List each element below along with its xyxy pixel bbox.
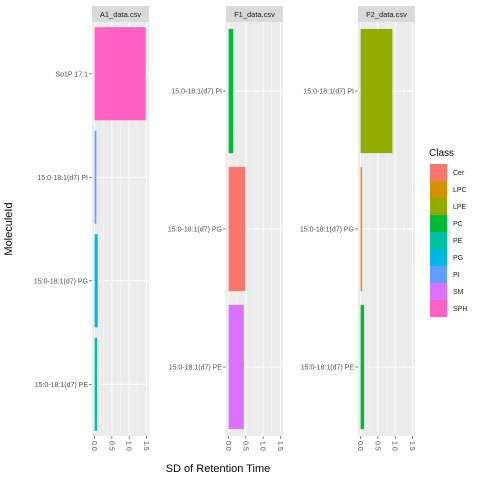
x-tick-label: 1.0 bbox=[391, 441, 398, 451]
legend-key-pi bbox=[430, 266, 447, 283]
facet-title: A1_data.csv bbox=[100, 10, 142, 19]
legend-label: Cer bbox=[453, 170, 465, 177]
bar bbox=[360, 166, 363, 292]
bar bbox=[94, 337, 98, 431]
y-tick-label: 15:0-18:1(d7) PI bbox=[303, 89, 354, 96]
bar bbox=[94, 27, 146, 121]
x-axis-title: SD of Retention Time bbox=[166, 463, 271, 475]
x-tick-label: 1.0 bbox=[125, 441, 132, 451]
bar bbox=[360, 28, 393, 154]
legend-label: LPE bbox=[453, 204, 467, 211]
legend-key-sph bbox=[430, 300, 447, 317]
y-tick-label: 15:0-18:1(d7) PE bbox=[35, 382, 89, 389]
y-axis-title: MoleculeId bbox=[3, 202, 15, 255]
legend-key-cer bbox=[430, 164, 447, 181]
legend-label: PG bbox=[453, 255, 463, 262]
legend-key-pg bbox=[430, 249, 447, 266]
x-tick-label: 1.0 bbox=[259, 441, 266, 451]
legend-key-lpc bbox=[430, 181, 447, 198]
y-tick-label: 15:0-18:1(d7) PG bbox=[34, 278, 88, 285]
legend-label: PI bbox=[453, 272, 460, 279]
x-tick-label: 0.0 bbox=[224, 441, 231, 451]
y-tick-label: 15:0-18:1(d7) PI bbox=[171, 89, 222, 96]
legend-key-sm bbox=[430, 283, 447, 300]
x-tick-label: 1.5 bbox=[276, 441, 283, 451]
x-tick-label: 1.5 bbox=[408, 441, 415, 451]
legend-label: SPH bbox=[453, 306, 467, 313]
facet-title: F2_data.csv bbox=[366, 10, 407, 19]
legend-label: LPC bbox=[453, 187, 467, 194]
facet-strip bbox=[358, 6, 415, 22]
x-tick-label: 1.5 bbox=[142, 441, 149, 451]
y-tick-label: 15:0-18:1(d7) PG bbox=[300, 227, 354, 234]
bar bbox=[94, 130, 97, 224]
facet-title: F1_data.csv bbox=[234, 10, 275, 19]
legend-label: SM bbox=[453, 289, 464, 296]
x-tick-label: 0.5 bbox=[107, 441, 114, 451]
x-tick-label: 0.0 bbox=[356, 441, 363, 451]
x-tick-label: 0.5 bbox=[373, 441, 380, 451]
x-tick-label: 0.0 bbox=[90, 441, 97, 451]
facet-strip bbox=[226, 6, 283, 22]
legend-key-pe bbox=[430, 232, 447, 249]
y-tick-label: So1P 17:1 bbox=[55, 71, 88, 78]
bar bbox=[228, 304, 244, 430]
bar bbox=[228, 28, 234, 154]
legend-label: PC bbox=[453, 221, 463, 228]
y-tick-label: 15:0-18:1(d7) PG bbox=[168, 227, 222, 234]
bar bbox=[228, 166, 246, 292]
bar bbox=[360, 304, 365, 430]
legend-key-pc bbox=[430, 215, 447, 232]
y-tick-label: 15:0-18:1(d7) PI bbox=[37, 175, 88, 182]
legend-title: Class bbox=[429, 148, 454, 159]
legend-label: PE bbox=[453, 238, 463, 245]
y-tick-label: 15:0-18:1(d7) PE bbox=[301, 365, 355, 372]
facet-strip bbox=[92, 6, 149, 22]
x-tick-label: 0.5 bbox=[241, 441, 248, 451]
bar bbox=[94, 234, 98, 328]
legend-key-lpe bbox=[430, 198, 447, 215]
y-tick-label: 15:0-18:1(d7) PE bbox=[169, 365, 223, 372]
